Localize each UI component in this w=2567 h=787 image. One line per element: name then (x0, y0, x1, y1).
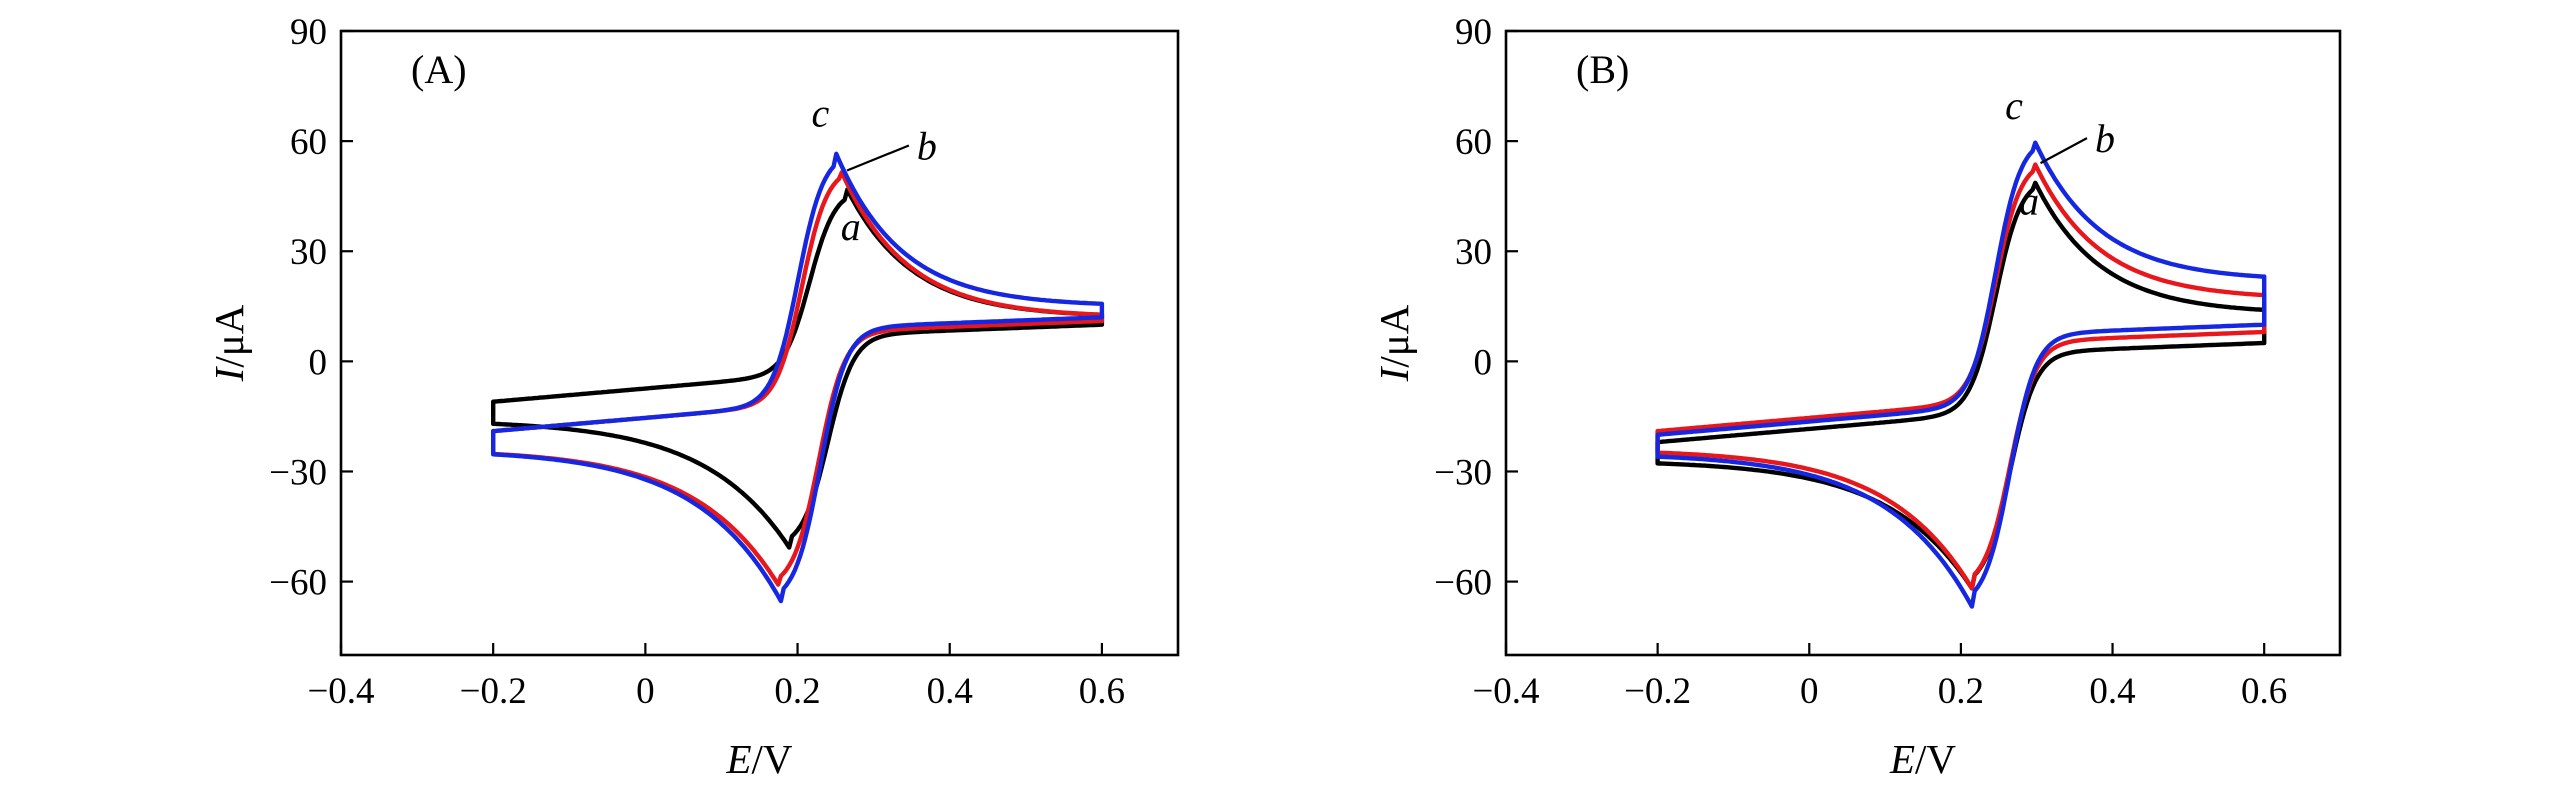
series-c-curve (1655, 140, 2267, 609)
x-tick-label: 0 (636, 671, 655, 712)
x-tick-label: −0.2 (460, 671, 527, 712)
y-tick-label: 30 (290, 232, 327, 273)
curve-label-a: a (2019, 179, 2039, 224)
y-tick-label: 0 (309, 342, 328, 383)
curve-label-c: c (811, 90, 829, 135)
y-axis-title: I/μA (206, 304, 252, 382)
series-a-curve (1655, 180, 2267, 591)
x-tick-label: −0.2 (1624, 671, 1691, 712)
curve-label-a: a (841, 204, 861, 249)
series-b-curve (491, 170, 1105, 587)
x-tick-label: 0.4 (2089, 671, 2135, 712)
curve-label-b-leader (846, 144, 910, 172)
y-axis-title: I/μA (1371, 304, 1417, 382)
y-tick-label: 90 (290, 12, 327, 53)
y-tick-label: −30 (269, 452, 327, 493)
panel-label: (B) (1576, 47, 1629, 92)
curve-label-b: b (917, 123, 937, 168)
x-axis-title: E/V (1889, 736, 1956, 782)
panel-a: −0.4 −0.2 0 0.2 0.4 0.6 90 60 30 0 −30 −60 E/V I/μA (A… (206, 12, 1180, 782)
curve-label-b: b (2095, 116, 2115, 161)
x-axis-title: E/V (725, 736, 792, 782)
series-c-curve (491, 151, 1105, 604)
x-tick-label: 0 (1800, 671, 1819, 712)
series-b-curve (1655, 162, 2267, 591)
y-tick-label: 60 (290, 122, 327, 163)
x-tick-label: 0.2 (1938, 671, 1984, 712)
x-tick-label: −0.4 (1472, 671, 1539, 712)
y-tick-label: −30 (1434, 452, 1492, 493)
curve-label-b-leader (2039, 137, 2088, 165)
panel-label: (A) (411, 47, 467, 92)
x-tick-label: 0.2 (774, 671, 820, 712)
x-tick-label: 0.4 (927, 671, 973, 712)
y-tick-label: 30 (1455, 232, 1492, 273)
plot-frame (1504, 29, 2342, 657)
series-a-curve (491, 187, 1105, 550)
plot-frame (339, 29, 1180, 657)
y-tick-label: −60 (269, 563, 327, 604)
curve-label-c: c (2005, 83, 2023, 128)
x-tick-label: −0.4 (307, 671, 374, 712)
y-tick-label: −60 (1434, 563, 1492, 604)
x-tick-label: 0.6 (1079, 671, 1125, 712)
x-tick-label: 0.6 (2241, 671, 2287, 712)
y-tick-label: 60 (1455, 122, 1492, 163)
panel-b: −0.4 −0.2 0 0.2 0.4 0.6 90 60 30 0 −30 −60 E/V I/μA (B… (1371, 12, 2342, 782)
y-tick-label: 90 (1455, 12, 1492, 53)
y-tick-label: 0 (1474, 342, 1493, 383)
